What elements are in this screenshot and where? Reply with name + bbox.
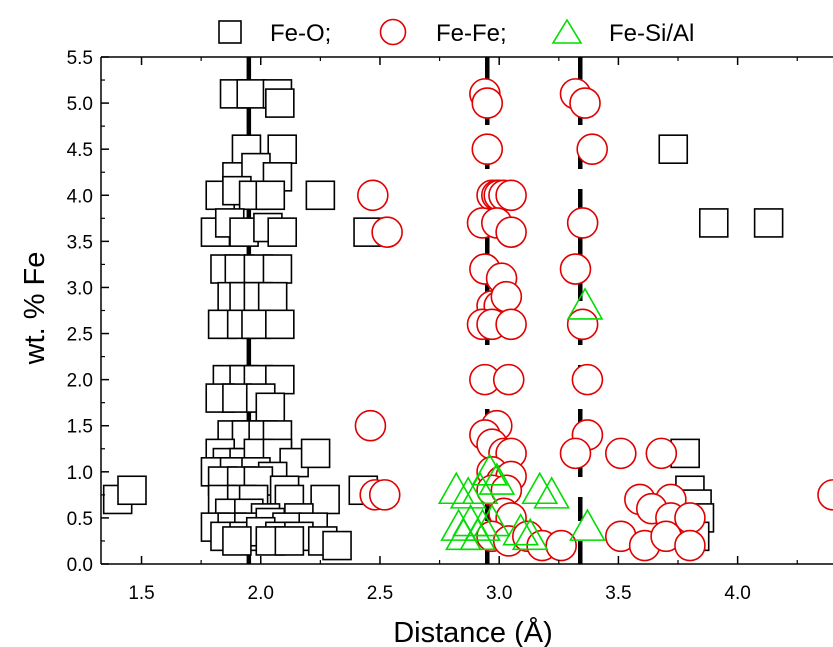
x-tick-label: 4.0 <box>724 583 750 604</box>
point-triangle-7 <box>521 471 559 505</box>
point-circle-30 <box>571 363 604 396</box>
point-circle-6 <box>576 133 608 165</box>
y-tick-label: 0.0 <box>67 555 93 576</box>
point-square-15 <box>255 180 286 211</box>
y-tick-label: 5.0 <box>67 94 93 115</box>
point-circle-27 <box>566 308 599 341</box>
x-tick-label: 1.5 <box>128 583 154 604</box>
point-square-85 <box>274 526 305 556</box>
point-circle-23 <box>490 280 523 313</box>
x-tick-label: 2.0 <box>248 583 274 604</box>
point-circle-29 <box>492 363 525 396</box>
point-circle-26 <box>495 308 527 341</box>
point-triangle-16 <box>569 508 606 541</box>
axes: 1.5 2.0 2.5 3.0 3.5 4.0 0.0 0.5 1.0 1.5 2.0 2.5 3.0 3… <box>67 48 833 604</box>
legend: Fe-O; Fe-Fe; Fe-Si/Al <box>218 18 694 47</box>
point-square-52 <box>300 438 331 469</box>
point-circle-48 <box>817 479 833 511</box>
point-triangle-6 <box>533 476 571 509</box>
point-square-25 <box>262 254 293 284</box>
point-circle-40 <box>645 437 678 470</box>
x-tick-label: 2.5 <box>367 583 393 604</box>
point-square-33 <box>265 309 295 340</box>
x-tick-label: 3.0 <box>486 583 512 604</box>
point-triangle-15 <box>502 513 540 546</box>
point-square-90 <box>753 208 784 238</box>
legend-circle-marker <box>379 18 407 46</box>
y-tick-label: 2.5 <box>67 325 93 346</box>
y-axis-title: wt. % Fe <box>19 252 51 366</box>
point-circle-45 <box>368 479 401 511</box>
point-triangle-17 <box>566 287 604 320</box>
point-circle-64 <box>674 529 706 562</box>
point-circle-2 <box>471 87 504 119</box>
point-circle-12 <box>495 179 527 212</box>
x-tick-label: 3.5 <box>605 583 631 604</box>
point-square-4 <box>236 79 267 109</box>
point-triangle-5 <box>478 462 516 495</box>
legend-label-fe-si-al: Fe-Si/Al <box>609 20 694 47</box>
point-square-29 <box>257 281 288 312</box>
point-triangle-3 <box>461 471 499 505</box>
y-tick-label: 5.5 <box>67 48 93 69</box>
point-circle-17 <box>566 207 599 239</box>
y-tick-label: 4.5 <box>67 140 93 161</box>
point-triangle-14 <box>511 517 549 551</box>
point-square-86 <box>322 530 352 561</box>
point-square-41 <box>255 392 286 423</box>
y-tick-label: 1.0 <box>67 463 93 484</box>
y-tick-label: 0.5 <box>67 509 93 530</box>
point-circle-20 <box>559 253 592 285</box>
legend-label-fe-fe: Fe-Fe; <box>436 20 507 47</box>
point-triangle-11 <box>473 503 511 537</box>
point-circle-16 <box>371 216 403 248</box>
point-triangle-4 <box>471 453 509 486</box>
point-square-61 <box>310 484 340 515</box>
y-tick-label: 3.5 <box>67 232 93 253</box>
x-axis-title: Distance (Å) <box>393 616 553 647</box>
point-circle-7 <box>357 179 389 212</box>
point-circle-39 <box>604 437 637 470</box>
legend-triangle-marker <box>551 18 583 44</box>
point-square-83 <box>222 526 252 556</box>
data-series <box>102 78 833 562</box>
point-square-8 <box>267 134 298 164</box>
point-square-21 <box>267 217 298 247</box>
point-square-6 <box>265 88 295 118</box>
point-circle-31 <box>354 409 387 442</box>
legend-label-fe-o: Fe-O; <box>270 20 331 47</box>
point-triangle-1 <box>437 471 475 505</box>
point-circle-5 <box>471 133 504 165</box>
point-circle-38 <box>559 437 592 470</box>
point-square-16 <box>305 180 336 211</box>
point-square-89 <box>698 208 729 238</box>
legend-square-marker <box>218 20 242 44</box>
point-square-2 <box>117 475 147 506</box>
y-tick-label: 1.5 <box>67 417 93 438</box>
y-tick-label: 3.0 <box>67 278 93 299</box>
y-tick-label: 4.0 <box>67 186 93 207</box>
y-tick-label: 2.0 <box>67 371 93 392</box>
point-triangle-2 <box>449 476 487 509</box>
point-square-88 <box>658 134 689 164</box>
point-triangle-13 <box>459 517 497 551</box>
point-circle-4 <box>569 87 601 119</box>
point-circle-15 <box>495 216 527 248</box>
point-circle-60 <box>545 529 577 562</box>
